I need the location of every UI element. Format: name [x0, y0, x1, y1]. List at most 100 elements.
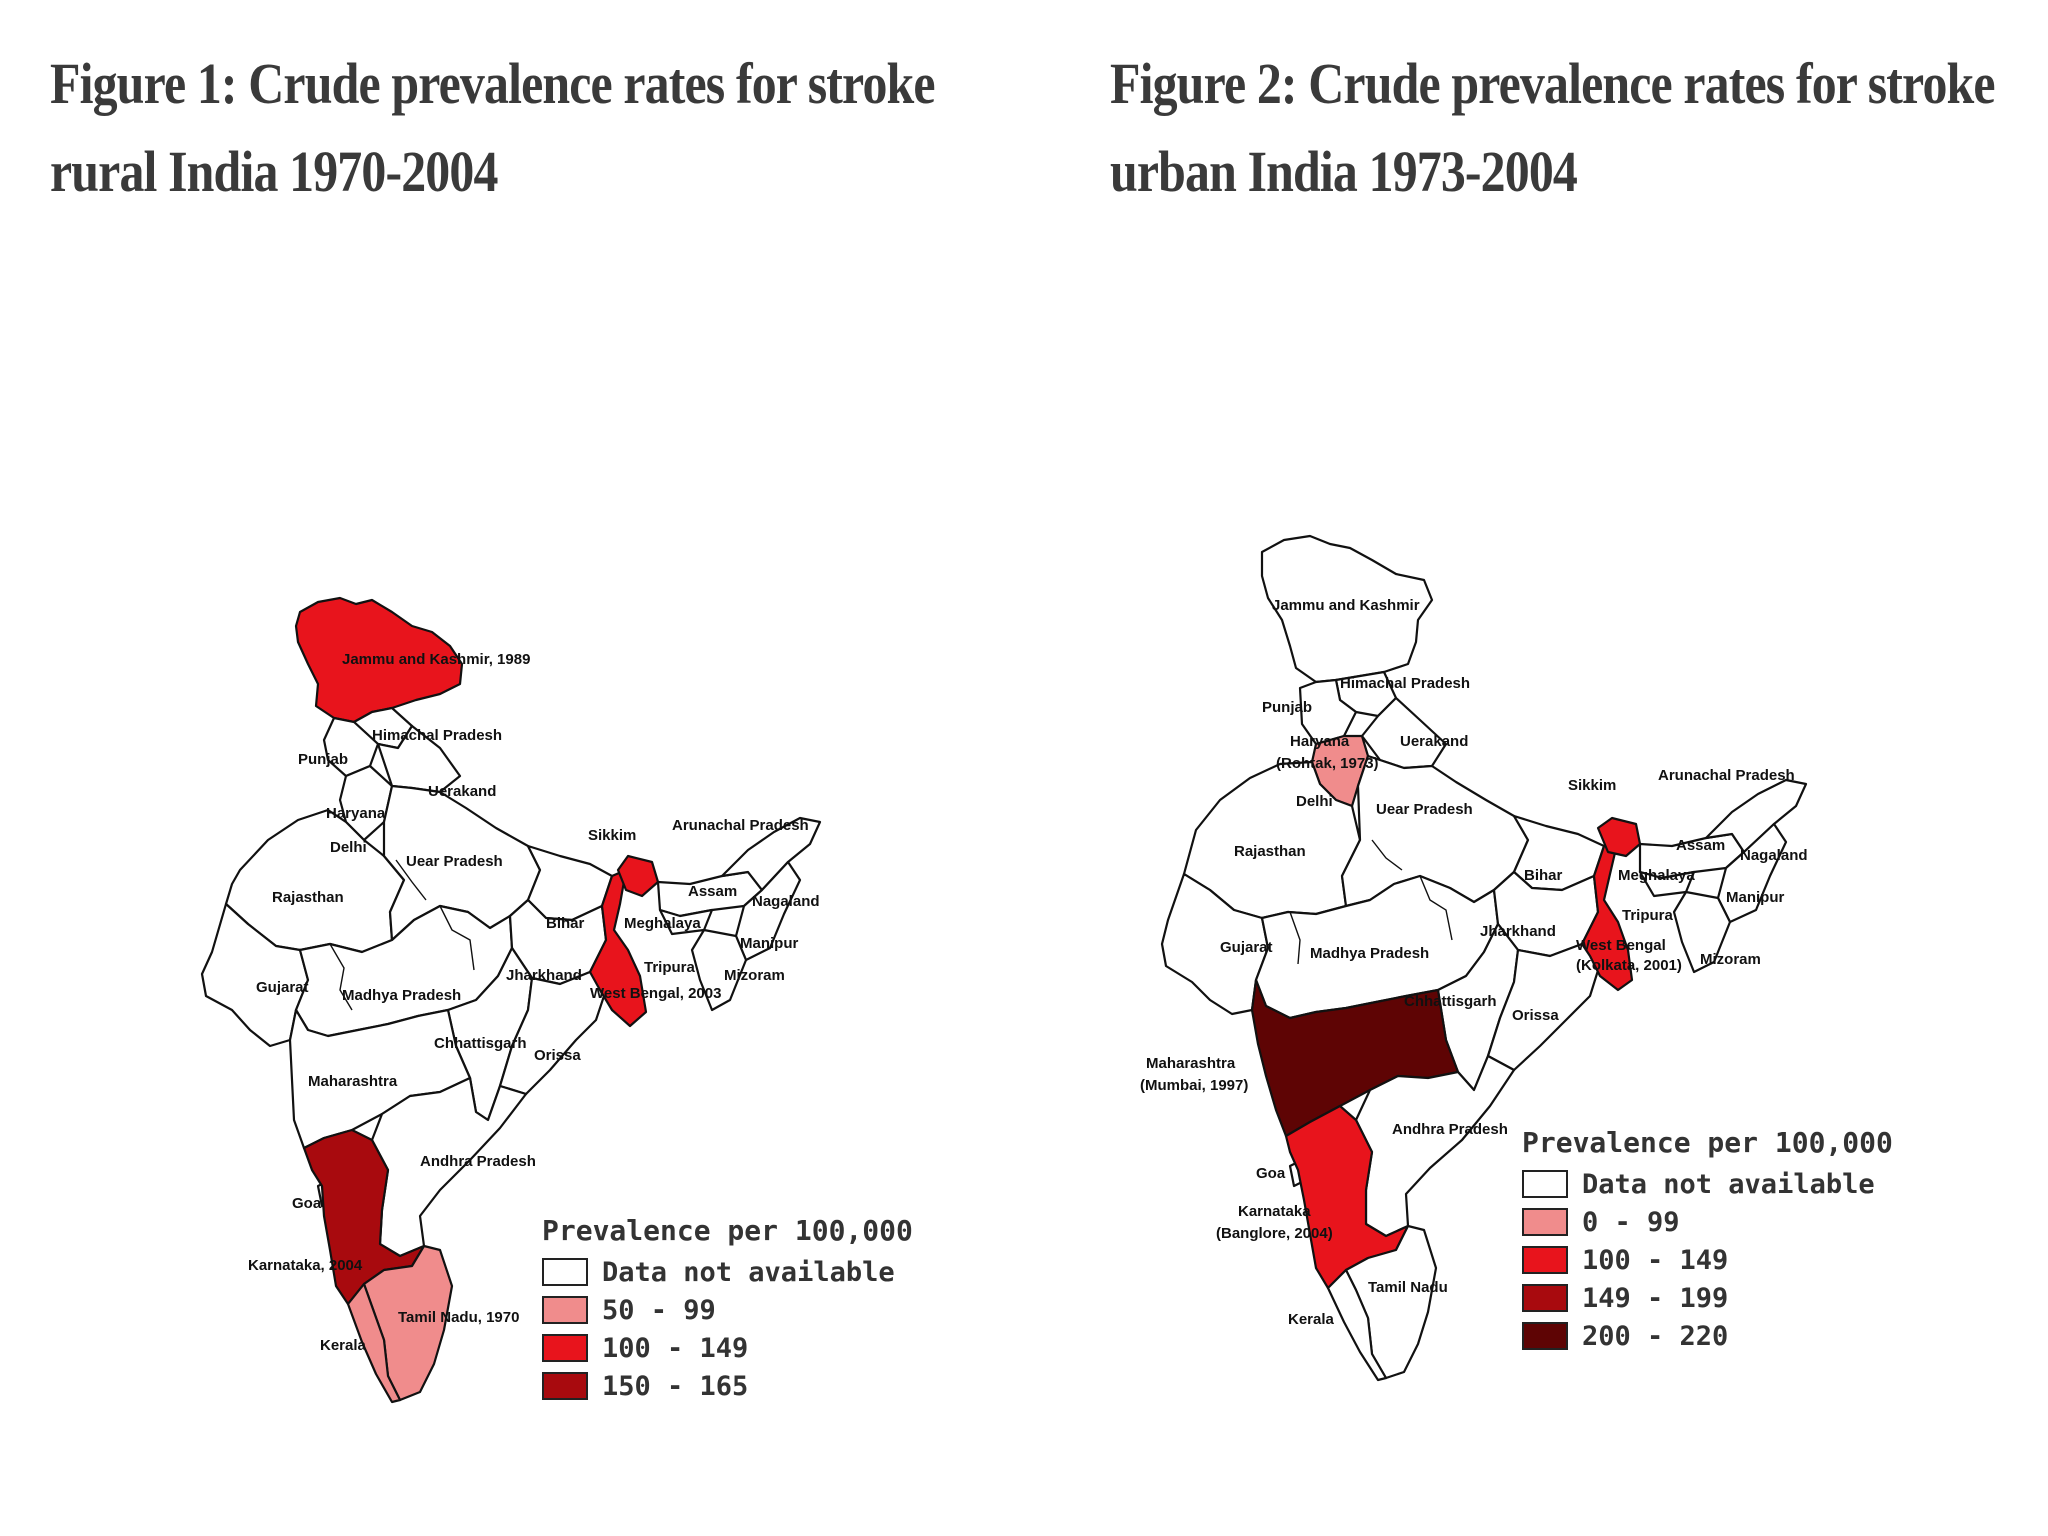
map2-region-tamil-nadu: [1344, 1224, 1438, 1380]
map1-label-jk: Jammu and Kashmir, 1989: [342, 651, 530, 668]
figure-1-title-line-2: rural India 1970-2004: [50, 139, 498, 204]
map2-label-jk: Jammu and Kashmir: [1272, 597, 1420, 614]
map2-region-himachal: [1334, 670, 1398, 718]
map1-label-bihar: Bihar: [546, 915, 585, 932]
legend-label: 0 - 99: [1582, 1206, 1680, 1238]
map1-label-tripura: Tripura: [644, 959, 696, 976]
map2-region-madhya-pradesh: [1254, 874, 1500, 1020]
map1-label-manipur: Manipur: [740, 935, 798, 952]
map1-region-madhya-pradesh: [294, 904, 514, 1038]
map1-label-maharashtra: Maharashtra: [308, 1073, 398, 1090]
map1-region-tripura-mizoram: [690, 928, 748, 1012]
map2-region-assam: [1638, 832, 1746, 880]
map1-region-jharkhand: [508, 898, 608, 986]
map2-label-arunachal: Arunachal Pradesh: [1658, 767, 1795, 784]
map1-label-sikkim: Sikkim: [588, 827, 636, 844]
map1-label-karnataka: Karnataka, 2004: [248, 1257, 363, 1274]
map1-label-chhattisgarh: Chhattisgarh: [434, 1035, 527, 1052]
map1-region-uttar-pradesh: [382, 784, 542, 942]
figure-2-legend: Prevalence per 100,000 Data not availabl…: [1522, 1126, 1893, 1355]
map2-region-haryana: [1310, 734, 1370, 808]
map2-label-karnataka: Karnataka: [1238, 1203, 1311, 1220]
legend-swatch: [1522, 1170, 1568, 1198]
map2-label-rajasthan: Rajasthan: [1234, 843, 1306, 860]
map1-region-uttarakhand: [376, 724, 462, 794]
map1-region-goa: [316, 1178, 336, 1208]
map2-label-hp: Himachal Pradesh: [1340, 675, 1470, 692]
map2-label-mp: Madhya Pradesh: [1310, 945, 1429, 962]
map1-label-tn: Tamil Nadu, 1970: [398, 1309, 519, 1326]
map2-label-kerala: Kerala: [1288, 1311, 1335, 1328]
legend-item: Data not available: [1522, 1165, 1893, 1203]
legend-label: 150 - 165: [602, 1370, 749, 1402]
map2-region-bihar: [1512, 814, 1606, 892]
map2-region-jharkhand: [1492, 870, 1600, 958]
map2-internal-borders: [1289, 839, 1453, 965]
legend-swatch: [1522, 1246, 1568, 1274]
map1-label-kerala: Kerala: [320, 1337, 367, 1354]
map1-label-gujarat: Gujarat: [256, 979, 309, 996]
map2-label-bangalore: (Banglore, 2004): [1216, 1225, 1333, 1242]
map1-label-assam: Assam: [688, 883, 737, 900]
map2-label-tn: Tamil Nadu: [1368, 1279, 1448, 1296]
map1-internal-borders: [329, 859, 475, 1011]
map2-region-uttarakhand: [1360, 696, 1448, 770]
map2-label-chhattisgarh: Chhattisgarh: [1404, 993, 1497, 1010]
legend-item: 100 - 149: [542, 1329, 913, 1367]
legend-label: 50 - 99: [602, 1294, 716, 1326]
figure-1-title-line-1: Figure 1: Crude prevalence rates for str…: [50, 51, 936, 116]
legend-item: 150 - 165: [542, 1367, 913, 1405]
map2-label-nagaland: Nagaland: [1740, 847, 1808, 864]
map1-region-maharashtra: [288, 1008, 472, 1150]
map2-region-west-bengal: [1580, 838, 1634, 992]
map1-region-west-bengal: [588, 868, 648, 1028]
map2-region-orissa: [1486, 942, 1602, 1072]
figure-2-title: Figure 2: Crude prevalence rates for str…: [1110, 40, 1996, 216]
map1-region-jammu-kashmir: [294, 596, 464, 724]
legend-label: Data not available: [602, 1256, 895, 1288]
map1-region-gujarat: [200, 902, 310, 1048]
map1-label-wb: West Bengal, 2003: [590, 985, 721, 1002]
map2-label-maharashtra: Maharashtra: [1146, 1055, 1236, 1072]
map2-region-uttar-pradesh: [1340, 754, 1530, 908]
figure-1-legend: Prevalence per 100,000 Data not availabl…: [542, 1214, 913, 1405]
legend-item: 200 - 220: [1522, 1317, 1893, 1355]
map2-label-punjab: Punjab: [1262, 699, 1312, 716]
map2-label-meghalaya: Meghalaya: [1618, 867, 1695, 884]
map1-label-uk: Uerakand: [428, 783, 496, 800]
map2-region-nagaland-manipur: [1716, 822, 1788, 924]
map2-region-punjab: [1298, 678, 1358, 746]
map1-region-karnataka: [302, 1128, 426, 1306]
legend-label: 100 - 149: [602, 1332, 749, 1364]
legend-item: 100 - 149: [1522, 1241, 1893, 1279]
map1-region-sikkim: [616, 854, 660, 898]
map1-label-goa: Goa: [292, 1195, 322, 1212]
map1-region-arunachal: [720, 816, 822, 892]
map1-region-punjab: [322, 716, 380, 778]
map1-label-orissa: Orissa: [534, 1047, 581, 1064]
legend-label: 100 - 149: [1582, 1244, 1729, 1276]
map2-region-gujarat: [1160, 872, 1270, 1016]
legend-swatch: [542, 1372, 588, 1400]
map2-region-chhattisgarh: [1436, 922, 1520, 1092]
map2-region-goa: [1288, 1158, 1308, 1188]
map2-label-bihar: Bihar: [1524, 867, 1563, 884]
map2-label-haryana: Haryana: [1290, 733, 1350, 750]
legend-swatch: [1522, 1208, 1568, 1236]
figure-1-legend-title: Prevalence per 100,000: [542, 1214, 913, 1247]
figure-2-title-line-2: urban India 1973-2004: [1110, 139, 1578, 204]
map2-label-uk: Uerakand: [1400, 733, 1468, 750]
map1-label-mp: Madhya Pradesh: [342, 987, 461, 1004]
map2-label-up: Uear Pradesh: [1376, 801, 1473, 818]
map2-label-rohtak: (Rohtak, 1973): [1276, 755, 1379, 772]
legend-label: 149 - 199: [1582, 1282, 1729, 1314]
map2-label-mumbai: (Mumbai, 1997): [1140, 1077, 1248, 1094]
map2-label-orissa: Orissa: [1512, 1007, 1559, 1024]
map1-label-mizoram: Mizoram: [724, 967, 785, 984]
map2-label-jharkhand: Jharkhand: [1480, 923, 1556, 940]
map2-label-assam: Assam: [1676, 837, 1725, 854]
map1-label-nagaland: Nagaland: [752, 893, 820, 910]
legend-label: Data not available: [1582, 1168, 1875, 1200]
map1-label-haryana: Haryana: [326, 805, 386, 822]
map2-region-sikkim: [1596, 816, 1642, 858]
